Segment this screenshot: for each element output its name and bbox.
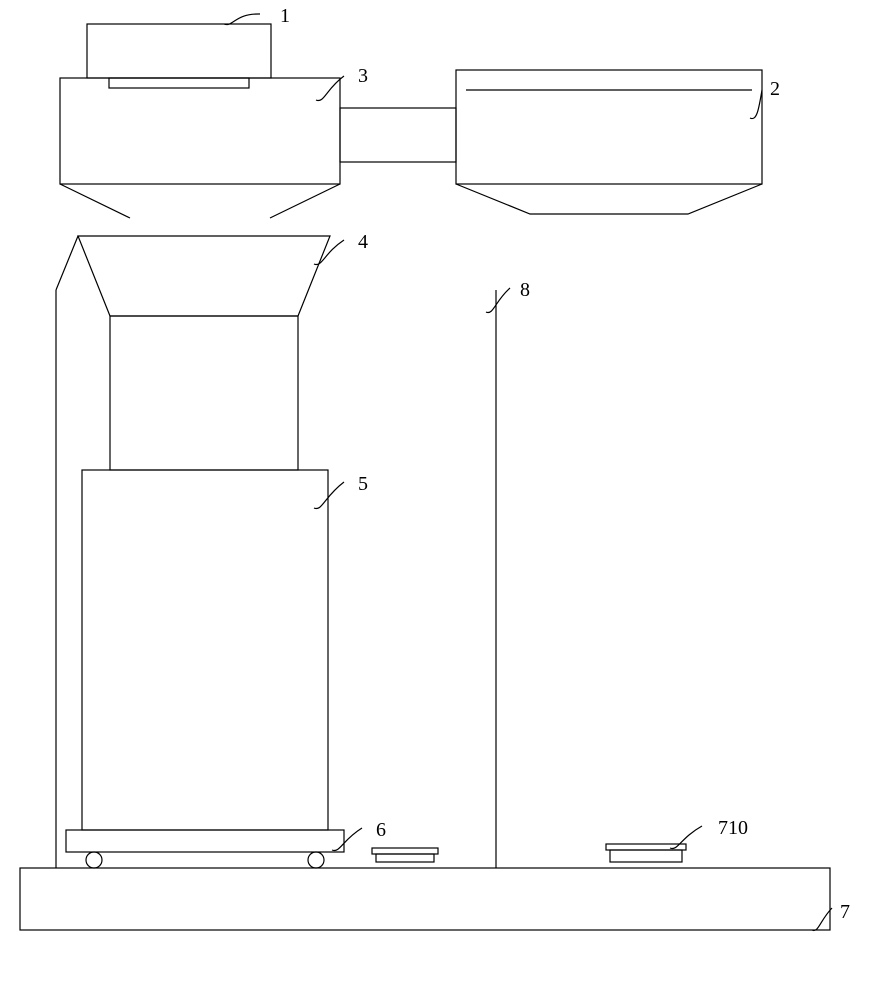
callout-label: 710 [718, 817, 748, 839]
callout-label: 4 [358, 231, 368, 253]
callout-leader [332, 828, 362, 850]
callout-leader [314, 240, 344, 265]
duct [340, 108, 456, 162]
pad-body [376, 854, 434, 862]
callout-label: 1 [280, 5, 290, 27]
pad-lip [606, 844, 686, 850]
neck-box [110, 316, 298, 470]
top-small-box [87, 24, 271, 78]
tray-wheel [308, 852, 324, 868]
top-inner-tab [109, 78, 249, 88]
callout-label: 6 [376, 819, 386, 841]
pad-lip [372, 848, 438, 854]
callout-label: 8 [520, 279, 530, 301]
callout-label: 3 [358, 65, 368, 87]
tray [66, 830, 344, 852]
callout-label: 7 [840, 901, 850, 923]
upper-box [60, 78, 340, 184]
right-funnel [456, 184, 762, 214]
callout-leader [750, 90, 762, 119]
callout-label: 5 [358, 473, 368, 495]
callout-leader [224, 14, 260, 25]
upper-funnel [60, 184, 340, 218]
callout-label: 2 [770, 78, 780, 100]
pad-body [610, 850, 682, 862]
base-plate [20, 868, 830, 930]
right-box [456, 70, 762, 184]
tray-wheel [86, 852, 102, 868]
callout-leader [812, 908, 832, 930]
callout-leader [486, 288, 510, 313]
body-top-left [56, 236, 78, 290]
hopper [78, 236, 330, 316]
column-box [82, 470, 328, 830]
callout-leader [314, 482, 344, 509]
